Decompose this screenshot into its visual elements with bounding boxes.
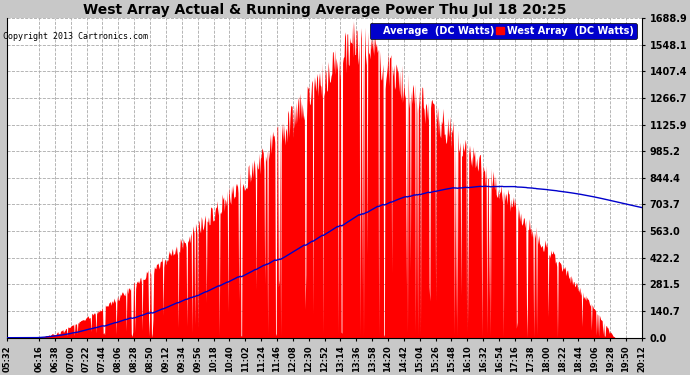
Text: Copyright 2013 Cartronics.com: Copyright 2013 Cartronics.com — [3, 32, 148, 41]
Legend: Average  (DC Watts), West Array  (DC Watts): Average (DC Watts), West Array (DC Watts… — [370, 23, 637, 39]
Title: West Array Actual & Running Average Power Thu Jul 18 20:25: West Array Actual & Running Average Powe… — [83, 3, 566, 17]
